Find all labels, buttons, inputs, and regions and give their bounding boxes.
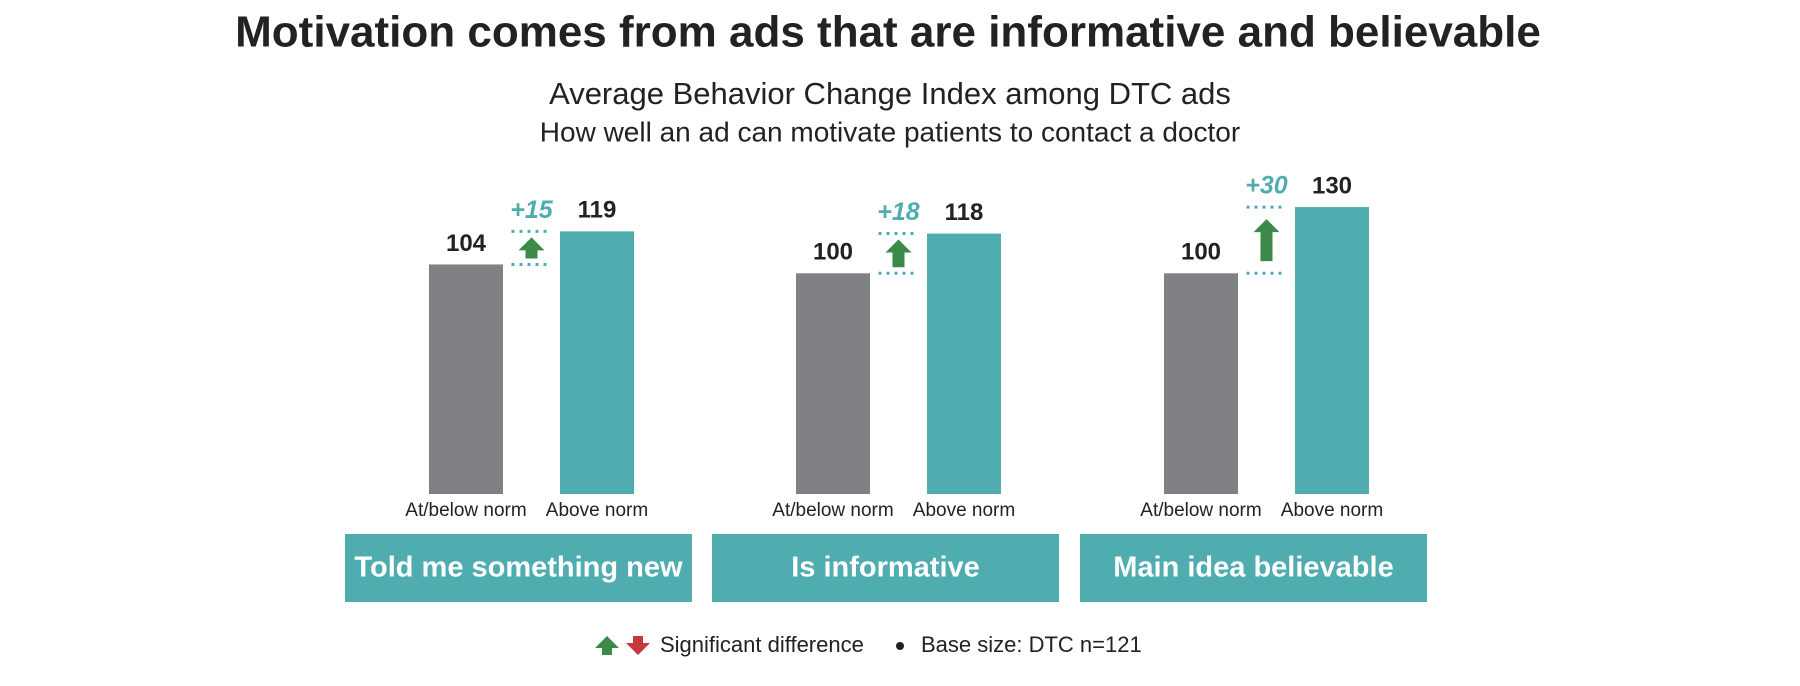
category-label: Above norm xyxy=(1281,500,1383,521)
value-label: 104 xyxy=(446,230,487,257)
bar xyxy=(560,231,634,494)
subtitle: How well an ad can motivate patients to … xyxy=(540,116,1240,147)
difference-label: +30 xyxy=(1245,172,1288,200)
category-label: At/below norm xyxy=(772,500,893,521)
base-size: Base size: DTC n=121 xyxy=(921,632,1142,657)
legend-down-arrow xyxy=(626,636,650,655)
category-label: Above norm xyxy=(913,500,1015,521)
value-label: 118 xyxy=(945,199,984,226)
panel-label-box xyxy=(712,534,1059,602)
category-label: At/below norm xyxy=(1140,500,1261,521)
legend-up-arrow xyxy=(595,636,619,655)
bar xyxy=(1295,207,1369,495)
panel-label-box xyxy=(1080,534,1427,602)
separator xyxy=(896,642,904,650)
significance-arrow xyxy=(885,239,912,268)
significance-arrow xyxy=(1253,219,1280,262)
legend-label: Significant difference xyxy=(660,632,864,657)
value-label: 100 xyxy=(1181,239,1221,266)
value-label: 119 xyxy=(578,197,617,224)
subtitle: Average Behavior Change Index among DTC … xyxy=(549,76,1231,111)
panel-label: Main idea believable xyxy=(1113,552,1393,584)
chart-title: Motivation comes from ads that are infor… xyxy=(235,8,1541,57)
category-label: Above norm xyxy=(546,500,648,521)
value-label: 130 xyxy=(1312,172,1352,199)
significance-arrow xyxy=(518,237,545,259)
panel-label-box xyxy=(345,534,692,602)
category-label: At/below norm xyxy=(405,500,526,521)
bar xyxy=(429,264,503,494)
difference-label: +15 xyxy=(510,196,554,224)
panel-label: Is informative xyxy=(791,552,980,584)
bar xyxy=(927,233,1001,495)
bar xyxy=(1164,273,1238,494)
panel-label: Told me something new xyxy=(354,552,683,584)
difference-label: +18 xyxy=(877,198,920,226)
value-label: 100 xyxy=(813,239,853,266)
bar xyxy=(796,273,870,494)
